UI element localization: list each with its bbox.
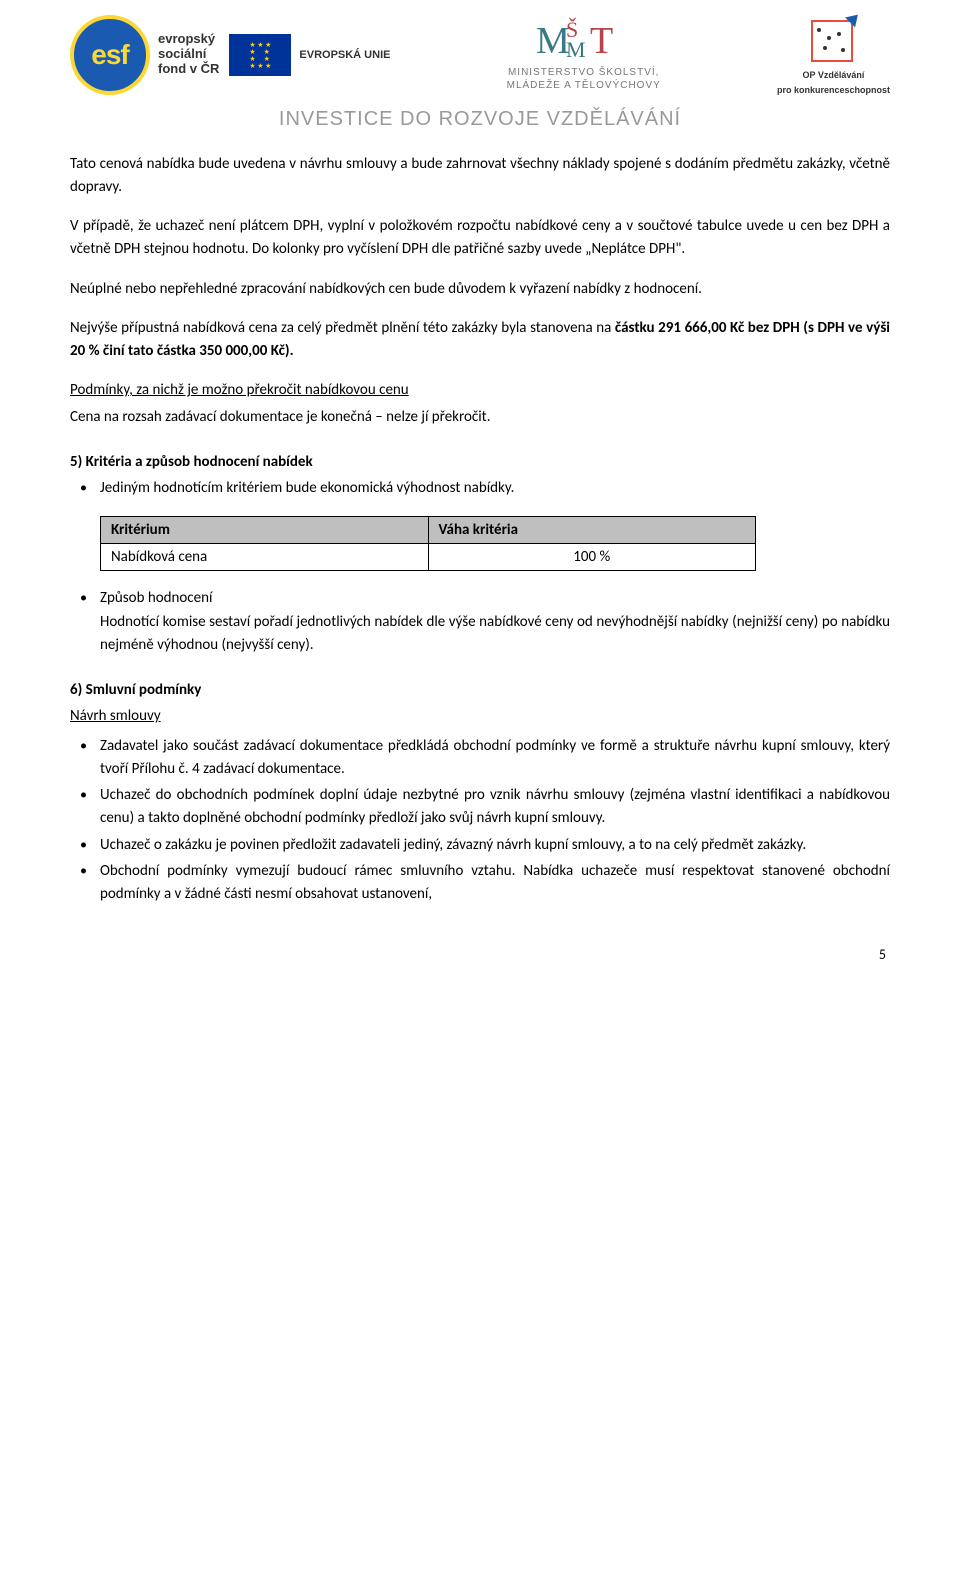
- eu-logo: ★ ★ ★★ ★★ ★★ ★ ★ EVROPSKÁ UNIE: [229, 34, 390, 76]
- svg-text:M: M: [566, 37, 586, 61]
- conditions-heading: Podmínky, za nichž je možno překročit na…: [70, 379, 890, 402]
- section-5-list: Jediným hodnotícím kritériem bude ekonom…: [70, 477, 890, 500]
- paragraph-3: Neúplné nebo nepřehledné zpracování nabí…: [70, 278, 890, 301]
- bullet-6-4: Obchodní podmínky vymezují budoucí rámec…: [100, 860, 890, 907]
- op-line2: pro konkurenceschopnost: [777, 85, 890, 96]
- bullet-6-2: Uchazeč do obchodních podmínek doplní úd…: [100, 784, 890, 831]
- logo-header-row: esf evropský sociální fond v ČR ★ ★ ★★ ★…: [70, 14, 890, 100]
- page-number: 5: [70, 946, 890, 963]
- paragraph-2: V případě, že uchazeč není plátcem DPH, …: [70, 215, 890, 262]
- svg-text:T: T: [590, 20, 613, 61]
- section-5-list-2: Způsob hodnocení Hodnotící komise sestav…: [70, 587, 890, 657]
- esf-logo: esf evropský sociální fond v ČR: [70, 15, 219, 95]
- conditions-text: Cena na rozsah zadávací dokumentace je k…: [70, 406, 890, 429]
- table-row: Nabídková cena 100 %: [101, 544, 756, 571]
- list-item: Obchodní podmínky vymezují budoucí rámec…: [100, 860, 890, 907]
- svg-text:M: M: [536, 20, 570, 61]
- esf-text-block: evropský sociální fond v ČR: [158, 32, 219, 77]
- table-header-row: Kritérium Váha kritéria: [101, 517, 756, 544]
- table-cell-weight: 100 %: [428, 544, 756, 571]
- msmt-logo-icon: M Š M T: [536, 17, 632, 66]
- logo-group-left: esf evropský sociální fond v ČR ★ ★ ★★ ★…: [70, 15, 390, 95]
- bullet-5-2-label: Způsob hodnocení: [100, 587, 890, 610]
- eu-text: EVROPSKÁ UNIE: [299, 49, 390, 61]
- section-6-heading: 6) Smluvní podmínky: [70, 679, 890, 702]
- document-page: esf evropský sociální fond v ČR ★ ★ ★★ ★…: [0, 0, 960, 993]
- bullet-5-1: Jediným hodnotícím kritériem bude ekonom…: [100, 477, 890, 500]
- op-line1: OP Vzdělávání: [803, 70, 865, 81]
- eu-flag-icon: ★ ★ ★★ ★★ ★★ ★ ★: [229, 34, 291, 76]
- msmt-line2: MLÁDEŽE A TĚLOVÝCHOVY: [507, 79, 661, 92]
- section-6-subheading: Návrh smlouvy: [70, 705, 890, 728]
- msmt-line1: MINISTERSTVO ŠKOLSTVÍ,: [508, 66, 659, 79]
- bullet-6-3: Uchazeč o zakázku je povinen předložit z…: [100, 834, 890, 857]
- section-6-list: Zadavatel jako součást zadávací dokument…: [70, 735, 890, 907]
- op-logo: OP Vzdělávání pro konkurenceschopnost: [777, 14, 890, 96]
- list-item: Jediným hodnotícím kritériem bude ekonom…: [100, 477, 890, 500]
- table-header-weight: Váha kritéria: [428, 517, 756, 544]
- msmt-logo: M Š M T MINISTERSTVO ŠKOLSTVÍ, MLÁDEŽE A…: [507, 17, 661, 92]
- list-item: Uchazeč do obchodních podmínek doplní úd…: [100, 784, 890, 831]
- op-logo-icon: [805, 14, 861, 66]
- paragraph-4a: Nejvýše přípustná nabídková cena za celý…: [70, 319, 615, 337]
- esf-line1: evropský: [158, 32, 219, 47]
- section-5-heading: 5) Kritéria a způsob hodnocení nabídek: [70, 451, 890, 474]
- esf-line2: sociální: [158, 47, 219, 62]
- esf-letters: esf: [91, 39, 128, 71]
- esf-line3: fond v ČR: [158, 62, 219, 77]
- criteria-table: Kritérium Váha kritéria Nabídková cena 1…: [100, 516, 756, 571]
- paragraph-1: Tato cenová nabídka bude uvedena v návrh…: [70, 153, 890, 200]
- main-title: INVESTICE DO ROZVOJE VZDĚLÁVÁNÍ: [70, 108, 890, 131]
- paragraph-4: Nejvýše přípustná nabídková cena za celý…: [70, 317, 890, 364]
- bullet-6-1: Zadavatel jako součást zadávací dokument…: [100, 735, 890, 782]
- list-item: Zadavatel jako součást zadávací dokument…: [100, 735, 890, 782]
- esf-circle-icon: esf: [70, 15, 150, 95]
- table-header-criterion: Kritérium: [101, 517, 429, 544]
- table-cell-criterion: Nabídková cena: [101, 544, 429, 571]
- list-item: Způsob hodnocení Hodnotící komise sestav…: [100, 587, 890, 657]
- bullet-5-2-text: Hodnotící komise sestaví pořadí jednotli…: [100, 611, 890, 658]
- document-content: Tato cenová nabídka bude uvedena v návrh…: [70, 153, 890, 964]
- eu-stars-icon: ★ ★ ★★ ★★ ★★ ★ ★: [249, 41, 271, 69]
- list-item: Uchazeč o zakázku je povinen předložit z…: [100, 834, 890, 857]
